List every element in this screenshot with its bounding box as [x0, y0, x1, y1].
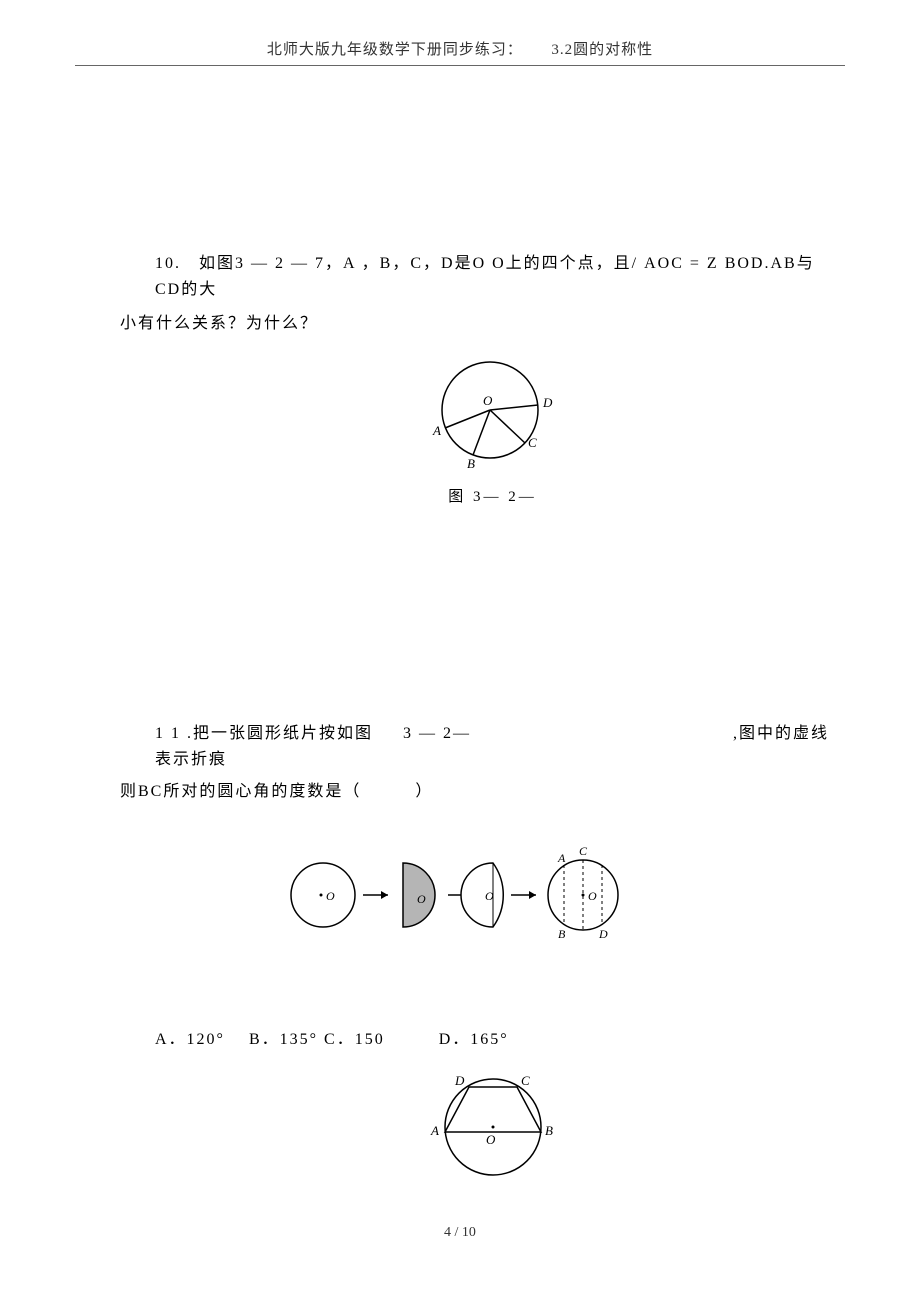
q10-figure-caption: 图 3— 2—: [155, 485, 830, 506]
svg-text:C: C: [521, 1073, 530, 1088]
q11-figure: O O O: [155, 845, 830, 950]
svg-text:D: D: [598, 927, 608, 941]
svg-text:B: B: [558, 927, 566, 941]
q10-text-line2: 小有什么关系？为什么？: [120, 311, 830, 337]
question-10: 10. 如图3 — 2 — 7，A ，B，C，D是O O上的四个点，且/ AOC…: [155, 251, 830, 506]
svg-text:C: C: [528, 435, 537, 450]
q11-text-line2: 则BC所对的圆心角的度数是（ ）: [120, 779, 830, 805]
header-rule: [75, 65, 845, 66]
svg-text:A: A: [432, 423, 441, 438]
svg-text:O: O: [417, 892, 426, 906]
q11-options: A．120° B．135° C．150 D．165°: [155, 1025, 830, 1049]
q12-figure: O A B C D: [155, 1067, 830, 1192]
q10-svg: O A B C D: [425, 355, 560, 470]
q10-figure: O A B C D: [155, 355, 830, 475]
svg-text:B: B: [467, 456, 475, 470]
svg-text:D: D: [454, 1073, 465, 1088]
q11-l1a: 1 1 .把一张圆形纸片按如图: [155, 725, 373, 742]
svg-text:D: D: [542, 395, 553, 410]
option-A: A．120°: [155, 1031, 225, 1048]
svg-text:O: O: [483, 393, 493, 408]
question-11: 1 1 .把一张圆形纸片按如图 3 — 2— ,图中的虚线表示折痕 则BC所对的…: [155, 721, 830, 1192]
page-header: 北师大版九年级数学下册同步练习： 3.2圆的对称性: [0, 38, 920, 65]
page-footer: 4 / 10: [0, 1225, 920, 1241]
q11-text-line1: 1 1 .把一张圆形纸片按如图 3 — 2— ,图中的虚线表示折痕: [155, 721, 830, 773]
q11-l1b: 3 — 2—: [403, 725, 471, 742]
svg-text:O: O: [485, 889, 494, 903]
q12-svg: O A B C D: [413, 1067, 573, 1187]
svg-text:O: O: [588, 889, 597, 903]
svg-text:O: O: [486, 1132, 496, 1147]
option-B: B．135°: [249, 1031, 318, 1048]
svg-text:B: B: [545, 1123, 553, 1138]
svg-text:A: A: [430, 1123, 439, 1138]
q11-svg: O O O: [283, 845, 703, 945]
svg-text:A: A: [557, 851, 566, 865]
svg-text:C: C: [579, 845, 588, 858]
option-C: C．150: [324, 1031, 385, 1048]
option-D: D．165°: [439, 1031, 509, 1048]
header-title-left: 北师大版九年级数学下册同步练习：: [267, 42, 523, 58]
q10-text-line1: 10. 如图3 — 2 — 7，A ，B，C，D是O O上的四个点，且/ AOC…: [155, 251, 830, 303]
content-area: 10. 如图3 — 2 — 7，A ，B，C，D是O O上的四个点，且/ AOC…: [0, 251, 920, 1192]
header-title-right: 3.2圆的对称性: [551, 42, 653, 58]
svg-text:O: O: [326, 889, 335, 903]
